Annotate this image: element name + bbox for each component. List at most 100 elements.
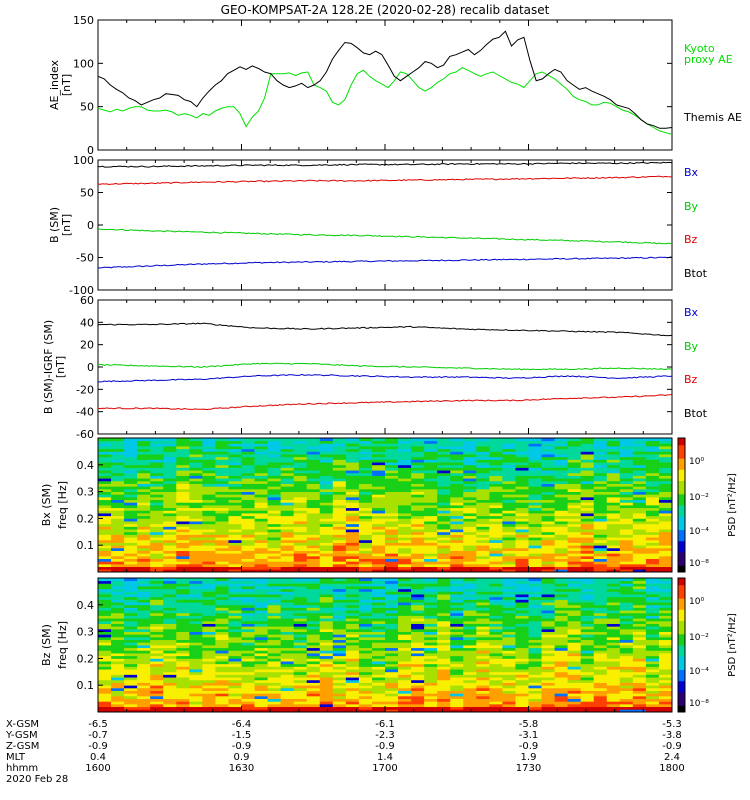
bx-spec-cell: [319, 523, 334, 527]
bz-spec-cell: [567, 698, 582, 702]
bx-spec-cell: [319, 515, 334, 519]
bz-spec-cell: [189, 642, 203, 646]
bx-spec-cell: [593, 555, 608, 559]
bx-spec-cell: [398, 515, 412, 519]
bx-spec-cell: [515, 472, 529, 476]
bx-spec-cell: [124, 451, 138, 455]
bx-spec-cell: [502, 553, 516, 557]
bx-spec-cell: [502, 507, 516, 511]
bz-spec-cell: [332, 610, 347, 614]
bx-spec-cell: [645, 558, 660, 562]
orbit-cell: -3.1: [519, 730, 539, 741]
bx-spec-cell: [502, 456, 516, 460]
bx-spec-cell: [567, 539, 582, 543]
bz-spec-cell: [150, 687, 164, 691]
bx-spec-cell: [371, 526, 386, 530]
bz-spec-cell: [150, 690, 164, 694]
bz-colorbar-swatch: [678, 600, 685, 604]
bz-spec-cell: [450, 610, 464, 614]
bz-spec-cell: [280, 586, 295, 590]
bz-spec-cell: [319, 586, 334, 590]
bz-spec-cell: [371, 583, 386, 587]
bx-spec-cell: [319, 555, 334, 559]
bz-spec-cell: [111, 650, 125, 654]
bz-spec-cell: [541, 580, 555, 584]
bx-spec-cell: [319, 499, 334, 503]
bx-spec-cell: [176, 440, 190, 444]
bx-spec-cell: [463, 438, 477, 442]
bz-spec-cell: [163, 685, 177, 689]
bz-spec-cell: [111, 636, 125, 641]
bz-spec-cell: [580, 671, 595, 675]
bz-spec-cell: [228, 685, 242, 689]
bx-spec-cell: [267, 446, 282, 450]
bx-spec-cell: [658, 505, 673, 509]
bx-spec-cell: [137, 555, 151, 559]
bz-spec-cell: [137, 647, 151, 651]
bx-spec-cell: [176, 448, 190, 452]
bx-spec-cell: [202, 531, 216, 535]
bz-spec-cell: [254, 703, 268, 708]
bz-spec-cell: [528, 674, 542, 678]
bx-spec-cell: [398, 569, 412, 573]
bx-spec-cell: [567, 534, 582, 538]
bz-spec-cell: [489, 594, 503, 598]
bx-spec-cell: [98, 456, 112, 460]
bx-spec-cell: [528, 478, 542, 482]
bx-spec-cell: [437, 518, 451, 522]
bz-spec-cell: [658, 655, 673, 659]
bx-spec-cell: [450, 478, 464, 482]
bz-spec-cell: [645, 586, 660, 590]
bx-spec-cell: [567, 561, 582, 565]
bz-spec-cell: [528, 588, 542, 592]
bx-spec-cell: [567, 505, 582, 509]
bz-colorbar-swatch: [678, 589, 685, 592]
bz-spec-cell: [241, 623, 255, 627]
bz-spec-cell: [202, 693, 216, 697]
bz-spec-cell: [463, 701, 477, 705]
bz-spec-cell: [385, 685, 399, 689]
bx-spec-cell: [280, 537, 295, 541]
bx-spec-cell: [632, 443, 647, 447]
bx-spec-cell: [306, 526, 321, 530]
bz-spec-cell: [150, 612, 164, 616]
bx-spec-cell: [111, 470, 125, 474]
bz-spec-cell: [111, 682, 125, 686]
bx-spec-cell: [645, 515, 660, 519]
bx-spec-cell: [241, 478, 255, 482]
bz-spec-cell: [293, 674, 308, 678]
bx-spec-cell: [124, 529, 138, 533]
bz-spec-cell: [228, 596, 242, 600]
bx-spec-cell: [332, 553, 347, 557]
bz-spec-cell: [424, 698, 438, 702]
bz-spec-cell: [98, 634, 112, 638]
bz-spec-cell: [385, 666, 399, 670]
bx-spec-cell: [398, 443, 412, 447]
bz-spec-cell: [371, 690, 386, 694]
bx-spec-cell: [241, 475, 255, 479]
bz-spec-cell: [241, 687, 255, 691]
bx-spec-cell: [632, 553, 647, 557]
bx-colorbar-swatch: [678, 563, 685, 566]
bz-spec-cell: [619, 588, 634, 592]
bz-spec-cell: [319, 669, 334, 673]
bz-spec-cell: [489, 701, 503, 705]
bx-spec-cell: [228, 566, 242, 570]
bx-spec-cell: [228, 545, 242, 549]
bx-spec-cell: [345, 483, 360, 487]
bx-spec-cell: [632, 529, 647, 533]
bz-spec-cell: [411, 586, 425, 590]
bx-spec-cell: [476, 451, 490, 455]
bz-spec-cell: [202, 604, 216, 608]
bx-spec-cell: [202, 547, 216, 551]
bx-spec-cell: [267, 467, 282, 471]
bz-spec-cell: [124, 639, 138, 643]
bx-spec-cell: [515, 499, 529, 503]
bx-spec-cell: [554, 470, 569, 474]
bx-spec-cell: [606, 440, 621, 444]
bx-spec-cell: [293, 475, 308, 479]
bz-spec-cell: [645, 610, 660, 614]
bx-spec-cell: [606, 510, 621, 514]
bz-spec-cell: [619, 583, 634, 587]
bz-spec-cell: [619, 709, 634, 713]
